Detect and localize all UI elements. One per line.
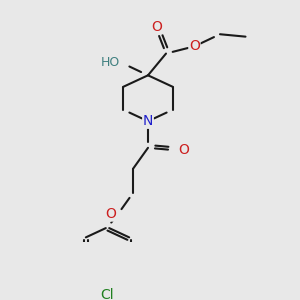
Text: O: O: [105, 207, 116, 221]
Text: O: O: [189, 39, 200, 53]
Text: O: O: [178, 143, 189, 157]
Text: Cl: Cl: [101, 288, 114, 300]
Text: N: N: [143, 114, 153, 128]
Text: HO: HO: [101, 56, 121, 69]
Text: O: O: [152, 20, 162, 34]
